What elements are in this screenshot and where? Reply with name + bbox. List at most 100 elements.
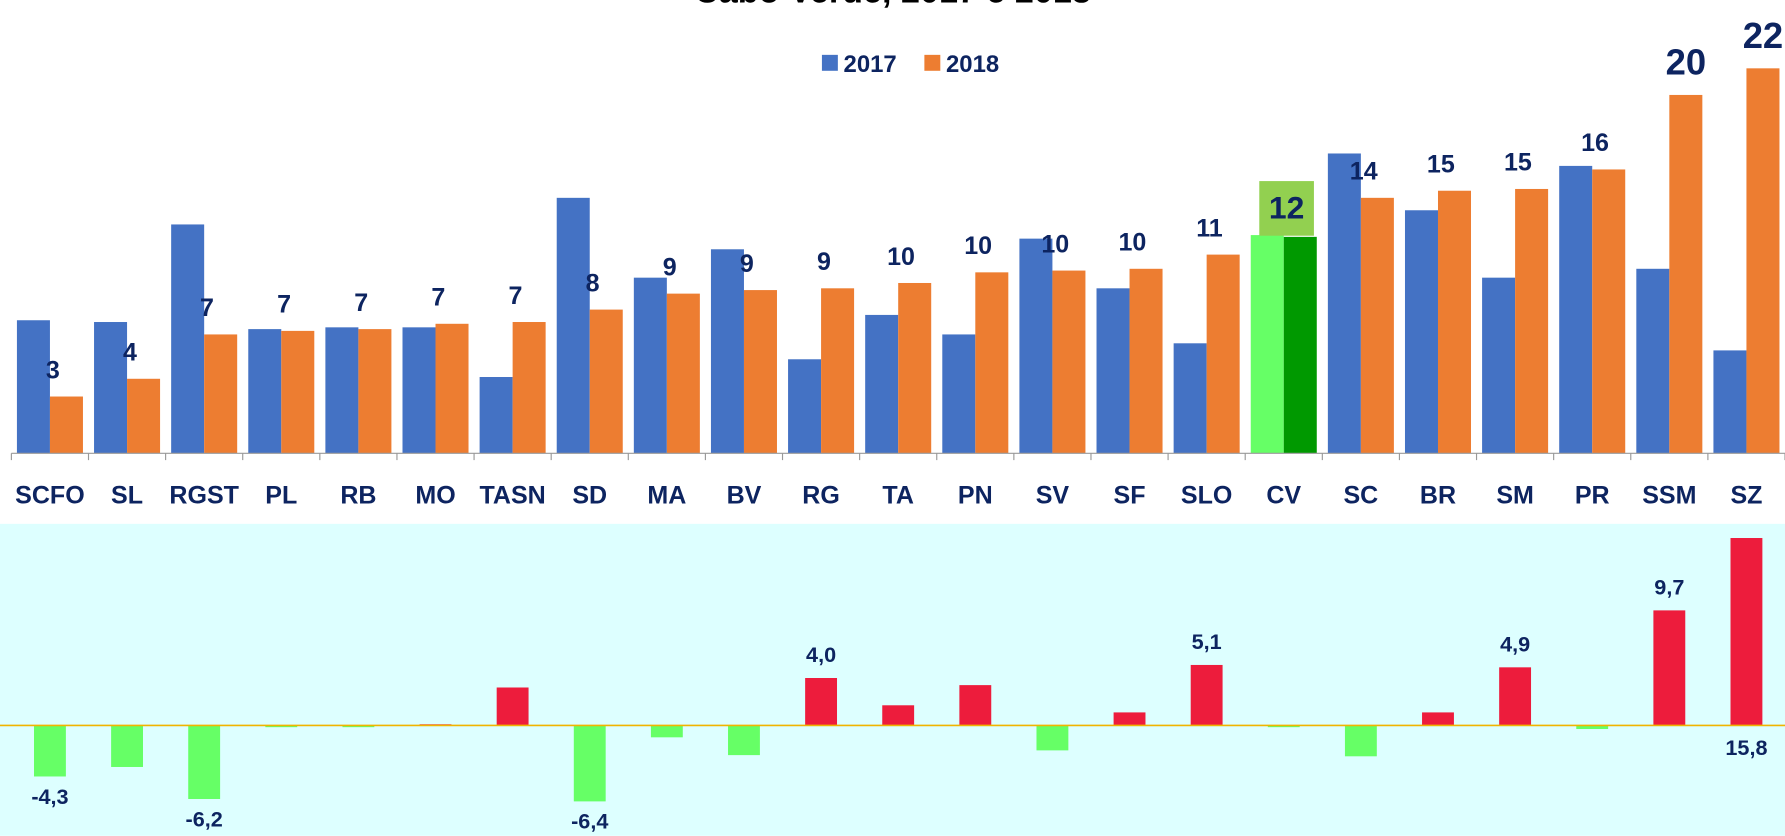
bar: [1746, 68, 1780, 454]
bar: [710, 249, 744, 454]
data-label: 5,1: [1192, 629, 1222, 654]
x-tick-label: TASN: [479, 481, 545, 509]
difference-bar: [805, 678, 838, 726]
bar: [821, 288, 855, 454]
data-label: 12: [1269, 190, 1304, 226]
data-label: 7: [354, 289, 368, 317]
data-label: 14: [1350, 158, 1378, 186]
data-label: 9,7: [1654, 574, 1684, 599]
bar: [556, 197, 590, 454]
data-label: 4,0: [806, 642, 836, 667]
lower-panel: [0, 523, 1785, 836]
bar: [1636, 268, 1670, 454]
bar: [1052, 270, 1086, 454]
bar: [788, 359, 822, 454]
x-tick-label: SSM: [1642, 481, 1696, 509]
x-tick-label: SD: [572, 481, 607, 509]
x-tick-label: MO: [415, 481, 455, 509]
bar: [1206, 254, 1240, 454]
difference-bar: [650, 725, 683, 738]
difference-bar: [1190, 664, 1223, 726]
data-label: 7: [431, 284, 445, 312]
data-label: 8: [586, 269, 600, 297]
bar: [633, 277, 667, 454]
chart-title: Cabo Verde, 2017 e 2018: [694, 0, 1091, 10]
data-label: 16: [1581, 129, 1609, 157]
bar: [1327, 153, 1361, 454]
bar: [281, 330, 315, 454]
x-tick-label: PN: [958, 481, 993, 509]
difference-bar: [188, 725, 221, 800]
bar: [1669, 94, 1703, 454]
bar: [358, 329, 392, 454]
bar: [743, 290, 777, 454]
bar: [16, 320, 50, 454]
data-label: 15: [1427, 151, 1455, 179]
data-label: 10: [887, 243, 915, 271]
difference-bar: [34, 725, 66, 777]
bar: [865, 314, 899, 454]
legend-swatch: [924, 54, 941, 71]
data-label: -6,2: [186, 806, 223, 831]
difference-bar: [1036, 725, 1069, 751]
bar: [1592, 169, 1626, 454]
difference-bar: [111, 725, 143, 767]
data-label: 9: [663, 253, 677, 281]
data-label: 4: [123, 339, 137, 367]
x-tick-label: CV: [1266, 481, 1301, 509]
bar: [1559, 165, 1593, 454]
bar: [171, 224, 205, 454]
bar: [1283, 236, 1317, 454]
data-label: 4,9: [1500, 631, 1530, 656]
bar: [1360, 197, 1394, 454]
data-label: 15,8: [1725, 735, 1767, 760]
difference-bar: [959, 685, 992, 726]
bar: [402, 327, 436, 454]
x-tick-label: SLO: [1181, 481, 1232, 509]
difference-bar: [573, 725, 606, 802]
bar: [589, 309, 623, 454]
bar: [1019, 238, 1053, 454]
x-tick-label: BV: [727, 481, 762, 509]
data-label: 10: [1118, 229, 1146, 257]
bar: [248, 329, 282, 454]
difference-bar: [882, 705, 915, 726]
difference-bar: [1576, 725, 1609, 730]
data-label: 9: [817, 248, 831, 276]
data-label: 22: [1743, 15, 1783, 56]
bar: [127, 378, 161, 454]
bar: [435, 323, 469, 454]
data-label: 10: [964, 232, 992, 260]
difference-bar: [1499, 667, 1532, 726]
bar: [666, 293, 700, 454]
difference-bar: [1730, 538, 1763, 726]
x-tick-label: SF: [1114, 481, 1146, 509]
bar: [325, 327, 359, 454]
x-tick-label: SL: [111, 481, 143, 509]
data-label: -6,4: [571, 809, 608, 834]
data-label: 10: [1041, 230, 1069, 258]
bar: [1096, 288, 1130, 454]
legend-swatch: [821, 54, 838, 71]
difference-bar: [1113, 712, 1146, 726]
data-label: 15: [1504, 149, 1532, 177]
legend-label: 2017: [844, 51, 897, 78]
data-label: 7: [277, 291, 291, 319]
difference-bar: [1653, 610, 1686, 726]
difference-bar: [1344, 725, 1377, 757]
label-box: [1259, 181, 1314, 236]
data-label: 20: [1666, 41, 1706, 82]
bar: [1713, 350, 1747, 454]
x-tick-label: PR: [1575, 481, 1610, 509]
data-label: -4,3: [31, 784, 68, 809]
bar: [204, 334, 238, 454]
data-label: 11: [1196, 214, 1223, 242]
x-tick-label: RG: [802, 481, 840, 509]
bar: [975, 272, 1009, 454]
data-label: 9: [740, 250, 754, 278]
bar: [1482, 277, 1516, 454]
x-tick-label: PL: [265, 481, 297, 509]
data-label: 7: [200, 294, 214, 322]
bar: [1173, 343, 1207, 454]
